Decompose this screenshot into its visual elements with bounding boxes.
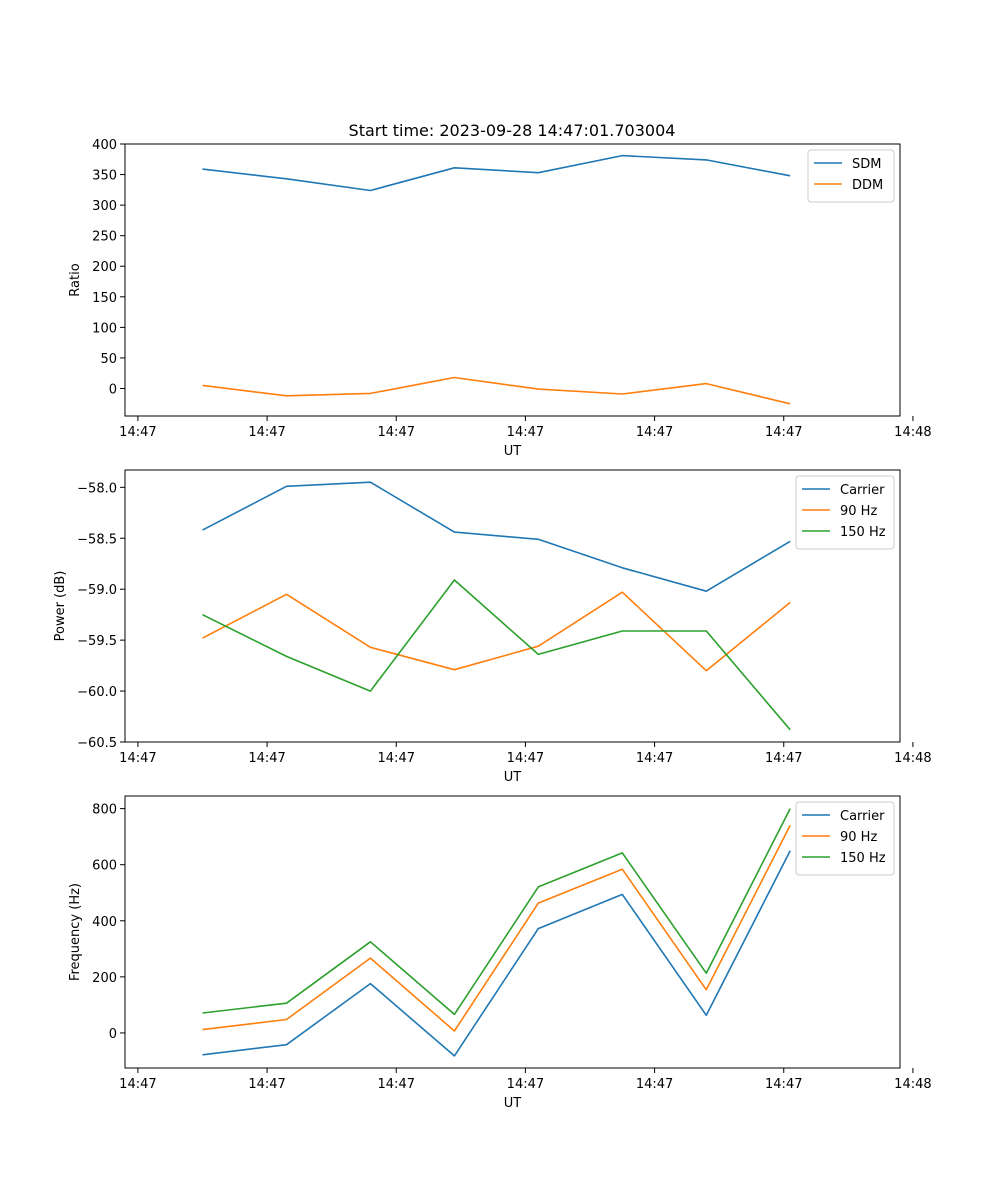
legend-label: 150 Hz [840, 851, 886, 866]
legend-label: DDM [852, 178, 883, 193]
y-tick-label: 800 [92, 803, 117, 818]
y-tick-label: 350 [92, 169, 117, 184]
x-tick-label: 14:47 [765, 751, 802, 766]
x-tick-label: 14:47 [119, 425, 156, 440]
figure-title: Start time: 2023-09-28 14:47:01.703004 [349, 121, 676, 140]
y-tick-label: −59.0 [77, 583, 117, 598]
y-tick-label: 250 [92, 230, 117, 245]
y-tick-label: 0 [109, 382, 117, 397]
x-tick-label: 14:47 [119, 751, 156, 766]
x-tick-label: 14:47 [378, 1077, 415, 1092]
x-tick-label: 14:47 [765, 425, 802, 440]
panels: 14:47 14:47 14:47 14:47 14:47 14:47 14:48 0 50 10… [53, 138, 932, 1111]
x-axis-label: UT [504, 444, 522, 459]
series-line-90-hz [202, 824, 791, 1032]
y-tick-label: 200 [92, 971, 117, 986]
y-axis-label: Frequency (Hz) [68, 883, 83, 981]
x-axis-label: UT [504, 770, 522, 785]
y-tick-label: 400 [92, 138, 117, 153]
x-tick-label: 14:48 [894, 1077, 931, 1092]
y-axis-label: Ratio [68, 263, 83, 296]
x-tick-label: 14:47 [765, 1077, 802, 1092]
legend-label: 90 Hz [840, 504, 877, 519]
x-tick-label: 14:47 [248, 425, 285, 440]
legend-label: 150 Hz [840, 525, 886, 540]
y-tick-label: 200 [92, 260, 117, 275]
series-line-150-hz [202, 579, 791, 731]
axes-frame [124, 469, 901, 743]
axes-frame [124, 143, 901, 417]
x-tick-label: 14:48 [894, 425, 931, 440]
x-tick-label: 14:47 [636, 751, 673, 766]
legend: Carrier 90 Hz 150 Hz [795, 801, 895, 876]
x-tick-label: 14:47 [636, 425, 673, 440]
y-tick-label: −59.5 [77, 634, 117, 649]
y-tick-label: 50 [100, 352, 117, 367]
x-tick-label: 14:47 [248, 1077, 285, 1092]
y-tick-label: −58.0 [77, 481, 117, 496]
x-tick-label: 14:47 [378, 425, 415, 440]
axes-frame [124, 795, 901, 1069]
y-tick-label: 150 [92, 291, 117, 306]
x-tick-label: 14:47 [119, 1077, 156, 1092]
panel-3: 14:47 14:47 14:47 14:47 14:47 14:47 14:48 0 200 4… [68, 795, 932, 1111]
y-tick-label: 100 [92, 321, 117, 336]
x-tick-label: 14:47 [507, 425, 544, 440]
x-tick-label: 14:47 [378, 751, 415, 766]
x-tick-label: 14:47 [507, 751, 544, 766]
y-tick-label: −60.5 [77, 736, 117, 751]
y-tick-label: −60.0 [77, 685, 117, 700]
series-line-150-hz [202, 808, 791, 1016]
series-line-carrier [202, 481, 791, 593]
series-line-90-hz [202, 591, 791, 672]
series-line-ddm [202, 376, 791, 405]
legend-label: Carrier [840, 483, 885, 498]
x-tick-label: 14:48 [894, 751, 931, 766]
legend: SDM DDM [807, 149, 895, 203]
y-axis-label: Power (dB) [53, 571, 68, 642]
x-tick-label: 14:47 [248, 751, 285, 766]
y-tick-label: 400 [92, 915, 117, 930]
legend: Carrier 90 Hz 150 Hz [795, 475, 895, 550]
y-tick-label: −58.5 [77, 532, 117, 547]
panel-1: 14:47 14:47 14:47 14:47 14:47 14:47 14:48 0 50 10… [68, 138, 932, 459]
series-line-sdm [202, 154, 791, 192]
legend-label: Carrier [840, 809, 885, 824]
x-tick-label: 14:47 [636, 1077, 673, 1092]
y-tick-label: 0 [109, 1027, 117, 1042]
y-tick-label: 300 [92, 199, 117, 214]
x-tick-label: 14:47 [507, 1077, 544, 1092]
legend-label: SDM [852, 157, 881, 172]
y-tick-label: 600 [92, 859, 117, 874]
legend-label: 90 Hz [840, 830, 877, 845]
x-axis-label: UT [504, 1096, 522, 1111]
series-line-carrier [202, 850, 791, 1057]
panel-2: 14:47 14:47 14:47 14:47 14:47 14:47 14:48 −60.5… [53, 469, 932, 785]
